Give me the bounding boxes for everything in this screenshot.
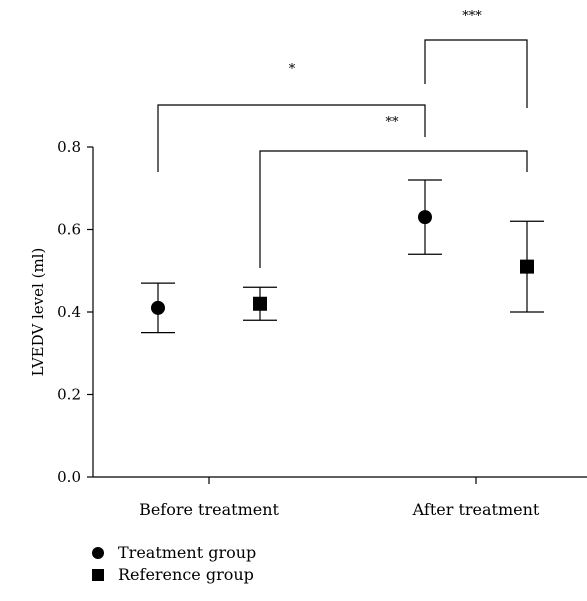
data-point-circle bbox=[151, 301, 165, 315]
y-tick-label: 0.2 bbox=[57, 386, 81, 404]
data-point-square bbox=[520, 260, 534, 274]
y-axis-title: LVEDV level (ml) bbox=[29, 248, 47, 377]
y-tick-label: 0.8 bbox=[57, 138, 81, 156]
legend-label: Treatment group bbox=[118, 543, 256, 562]
significance-label: *** bbox=[462, 9, 482, 24]
chart-marks bbox=[141, 180, 544, 333]
significance-bracket bbox=[425, 40, 527, 108]
data-point-circle bbox=[418, 210, 432, 224]
data-point-square bbox=[253, 297, 267, 311]
y-tick-label: 0.4 bbox=[57, 303, 81, 321]
x-tick-label: After treatment bbox=[412, 500, 540, 519]
legend-label: Reference group bbox=[118, 565, 254, 584]
legend: Treatment group Reference group bbox=[92, 543, 256, 584]
significance-label: ** bbox=[386, 115, 400, 130]
legend-marker-circle bbox=[92, 547, 104, 559]
y-tick-label: 0.6 bbox=[57, 221, 81, 239]
significance-annotations: ****** bbox=[158, 9, 527, 268]
significance-label: * bbox=[289, 62, 296, 77]
significance-bracket bbox=[260, 151, 527, 268]
x-tick-label: Before treatment bbox=[139, 500, 279, 519]
y-tick-label: 0.0 bbox=[57, 468, 81, 486]
legend-marker-square bbox=[92, 569, 104, 581]
axes: 0.0 0.2 0.4 0.6 0.8 Before treatment After tre… bbox=[29, 138, 587, 519]
